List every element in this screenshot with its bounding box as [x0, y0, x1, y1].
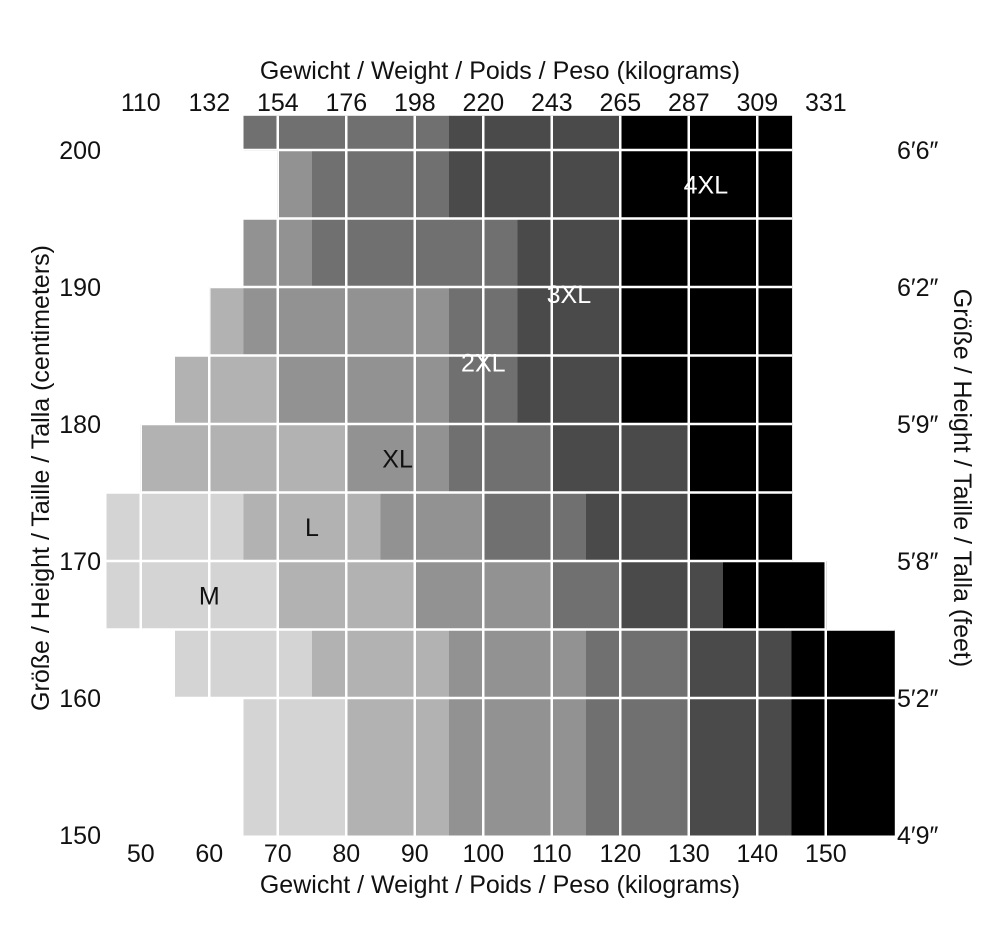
size-cell-3xl [688, 629, 793, 699]
y-tick-right: 4′9″ [897, 822, 938, 850]
size-cell-xl [449, 629, 587, 699]
y-axis-title-left: Größe / Height / Taille / Talla (centime… [27, 245, 55, 711]
size-cell-3xl [551, 424, 656, 493]
size-cell-3xl [688, 698, 793, 836]
size-label-3xl: 3XL [547, 281, 592, 309]
size-cell-l [312, 629, 450, 699]
x-tick-bottom: 140 [736, 840, 778, 868]
size-cell-2xl [483, 424, 553, 493]
axis-ticks: 50 60 70 80 90 100 110 120 130 140 150 110 132 154 176… [59, 89, 938, 868]
size-cell-4xl [620, 115, 793, 151]
size-cell-4xl [723, 561, 827, 630]
size-cell-xl [277, 355, 450, 425]
y-tick-left: 180 [59, 411, 101, 439]
size-cell-4xl [791, 629, 895, 699]
size-cell-2xl [449, 424, 484, 493]
y-tick-right: 5′9″ [897, 411, 938, 439]
size-cell-m [106, 492, 244, 562]
size-cell-l [346, 492, 382, 562]
size-label-4xl: 4XL [684, 171, 729, 199]
size-cell-2xl [483, 218, 519, 288]
size-cell-3xl [517, 287, 621, 356]
x-tick-top: 198 [394, 89, 436, 117]
x-tick-bottom: 150 [805, 840, 847, 868]
size-cell-xl [449, 698, 587, 836]
size-cell-4xl [791, 698, 895, 836]
y-axis-title-right: Größe / Height / Taille / Talla (feet) [948, 289, 976, 667]
size-cell-3xl [449, 115, 621, 151]
y-tick-right: 5′2″ [897, 685, 938, 713]
size-labels: M L XL 2XL 3XL 4XL [199, 171, 728, 610]
y-tick-right: 6′6″ [897, 137, 938, 165]
x-tick-top: 220 [462, 89, 504, 117]
size-cell-2xl [586, 629, 621, 699]
size-cell-m [106, 561, 279, 630]
size-cell-2xl [551, 561, 621, 630]
size-cell-3xl [517, 218, 621, 288]
x-tick-top: 243 [531, 89, 573, 117]
size-cell-xl [277, 150, 313, 219]
size-cell-xl [346, 424, 450, 493]
x-tick-top: 110 [121, 89, 161, 117]
x-tick-bottom: 60 [195, 840, 223, 868]
size-cells [106, 115, 895, 836]
y-tick-right: 5′8″ [897, 548, 938, 576]
x-tick-bottom: 90 [401, 840, 429, 868]
size-cell-4xl [688, 424, 793, 493]
size-cell-m [175, 629, 313, 699]
x-tick-bottom: 70 [264, 840, 292, 868]
size-cell-4xl [620, 287, 793, 356]
size-cell-2xl [380, 218, 484, 288]
x-tick-bottom: 110 [532, 840, 572, 868]
size-cell-4xl [620, 218, 793, 288]
x-tick-top: 331 [805, 89, 847, 117]
y-tick-left: 200 [59, 137, 101, 165]
x-tick-bottom: 50 [127, 840, 155, 868]
x-tick-top: 265 [599, 89, 641, 117]
y-tick-left: 160 [59, 685, 101, 713]
x-tick-top: 154 [257, 89, 299, 117]
x-tick-top: 176 [325, 89, 367, 117]
x-axis-title-top: Gewicht / Weight / Poids / Peso (kilogra… [260, 57, 740, 85]
x-tick-top: 309 [736, 89, 778, 117]
x-axis-title-bottom: Gewicht / Weight / Poids / Peso (kilogra… [260, 871, 740, 899]
size-cell-2xl [620, 629, 690, 699]
size-cell-3xl [654, 424, 690, 493]
size-label-2xl: 2XL [461, 349, 506, 377]
y-tick-right: 6′2″ [897, 274, 938, 302]
size-cell-xl [380, 492, 484, 562]
size-cell-l [243, 355, 279, 425]
x-tick-top: 287 [668, 89, 710, 117]
x-tick-top: 132 [188, 89, 230, 117]
size-cell-l [243, 492, 347, 562]
size-label-m: M [199, 582, 220, 610]
y-tick-left: 190 [59, 274, 101, 302]
size-cell-3xl [517, 355, 621, 425]
size-cell-2xl [586, 698, 690, 836]
x-tick-bottom: 80 [332, 840, 360, 868]
size-cell-4xl [688, 492, 793, 562]
x-tick-bottom: 120 [599, 840, 641, 868]
y-tick-left: 150 [59, 822, 101, 850]
size-cell-l [140, 424, 347, 493]
size-cell-m [243, 698, 347, 836]
size-cell-2xl [551, 492, 587, 562]
size-cell-3xl [449, 150, 621, 219]
size-cell-3xl [586, 492, 690, 562]
size-label-l: L [305, 514, 319, 542]
size-cell-l [346, 698, 450, 836]
size-cell-4xl [620, 355, 793, 425]
size-label-xl: XL [382, 445, 413, 473]
size-cell-l [209, 287, 245, 356]
size-cell-3xl [620, 561, 724, 630]
x-tick-bottom: 130 [668, 840, 710, 868]
size-cell-4xl [620, 150, 793, 219]
size-cell-2xl [483, 492, 553, 562]
x-tick-bottom: 100 [462, 840, 504, 868]
y-tick-left: 170 [59, 548, 101, 576]
